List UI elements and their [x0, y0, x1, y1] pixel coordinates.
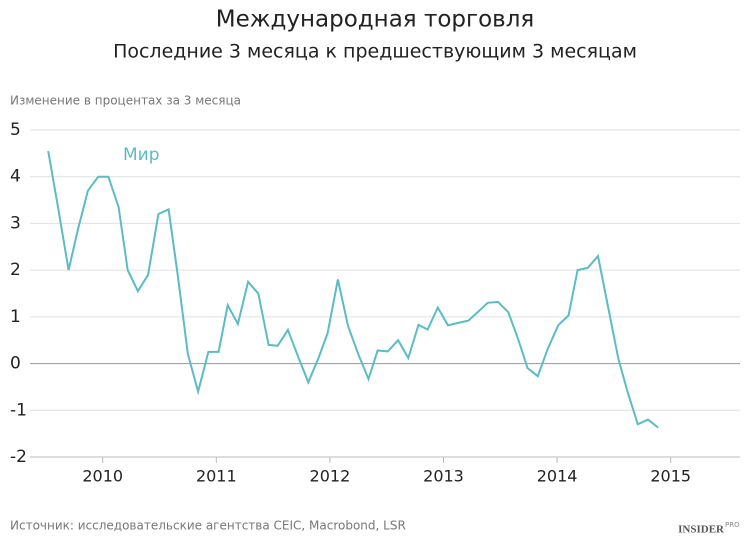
y-tick-label: -1 [10, 400, 27, 420]
y-axis-label: Изменение в процентах за 3 месяца [10, 94, 241, 108]
y-tick-label: 2 [10, 260, 21, 280]
y-tick-label: 3 [10, 213, 21, 233]
y-tick-label: -2 [10, 447, 27, 467]
x-tick-label: 2011 [196, 467, 237, 486]
x-tick-label: 2012 [310, 467, 351, 486]
x-tick-label: 2010 [82, 467, 123, 486]
chart-title: Международная торговля [216, 7, 535, 33]
legend-label: Мир [123, 145, 160, 165]
line [47, 150, 659, 429]
logo: INSIDER [678, 524, 725, 536]
y-tick-label: 1 [10, 307, 21, 327]
x-tick-label: 2014 [537, 467, 578, 486]
y-tick-label: 4 [10, 167, 21, 187]
x-tick-label: 2015 [650, 467, 691, 486]
logo-sup: PRO [725, 521, 740, 529]
x-tick-label: 2013 [423, 467, 464, 486]
chart-subtitle: Последние 3 месяца к предшествующим 3 ме… [113, 41, 637, 63]
source: Источник: исследовательские агентства CE… [10, 519, 406, 533]
y-tick-label: 5 [10, 120, 21, 140]
y-tick-label: 0 [10, 354, 21, 374]
